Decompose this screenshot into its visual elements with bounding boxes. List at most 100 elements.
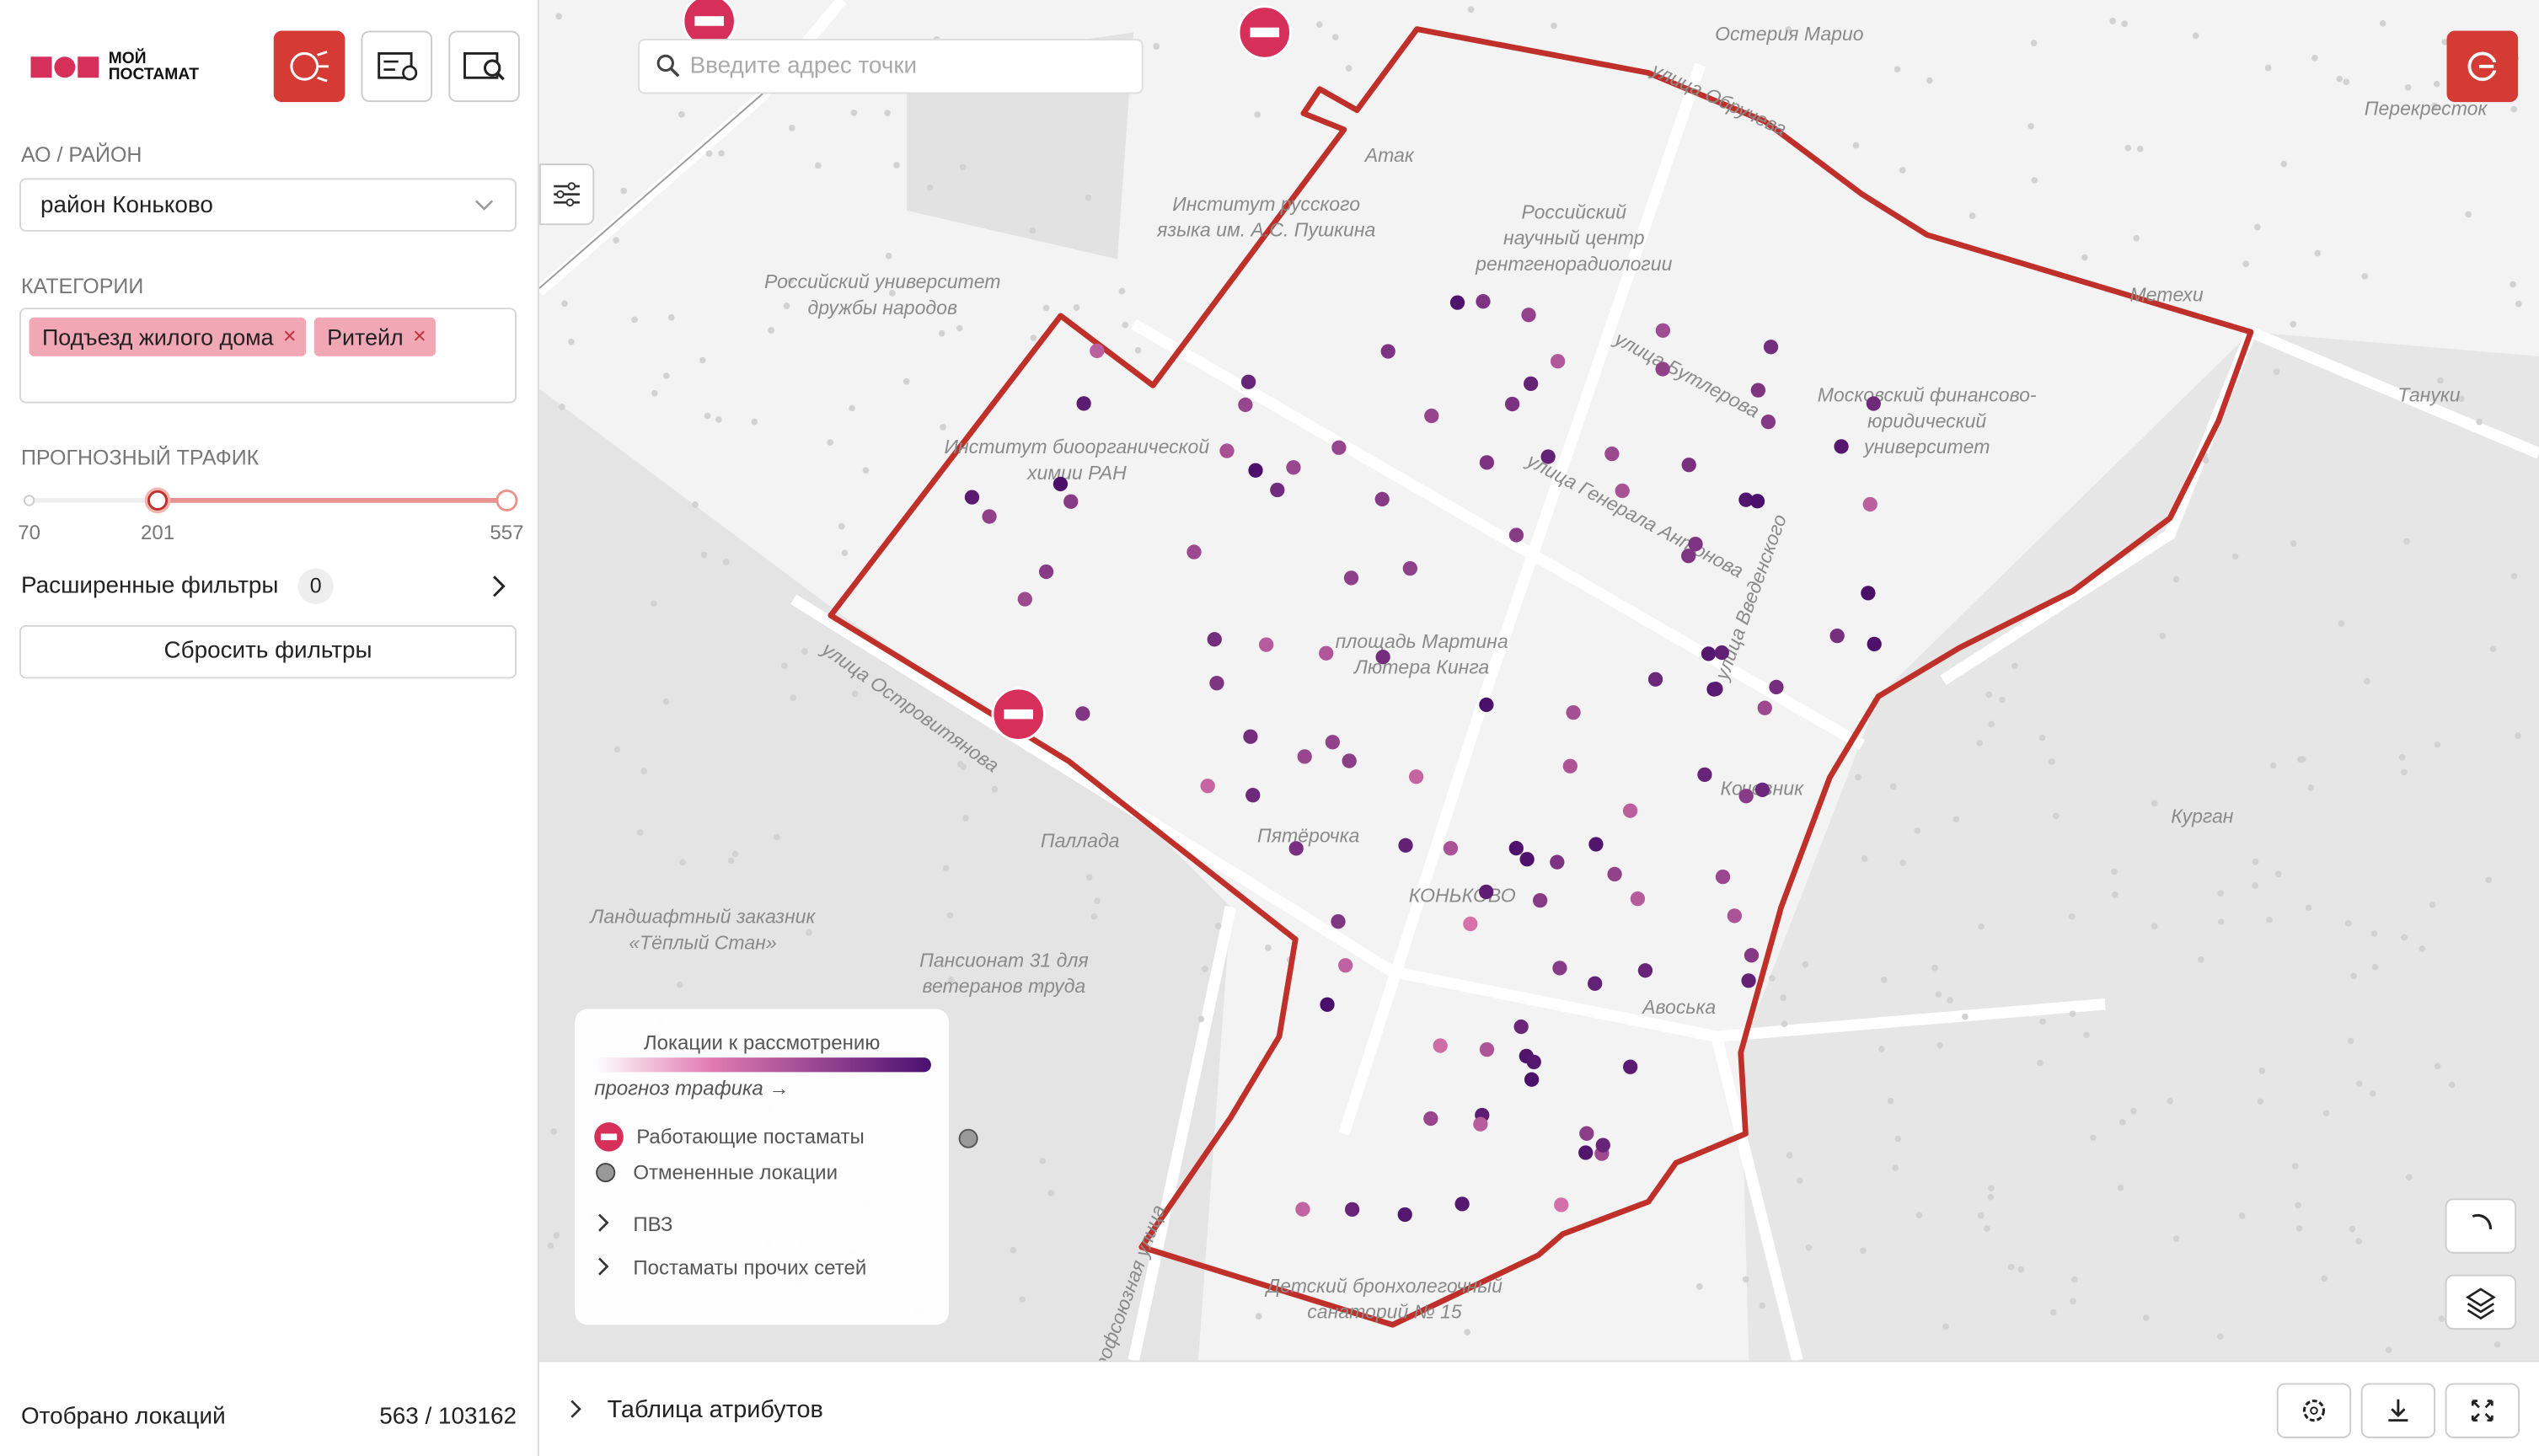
location[interactable]	[1090, 343, 1105, 359]
location[interactable]	[1504, 396, 1520, 412]
location[interactable]	[1540, 449, 1556, 464]
location[interactable]	[1479, 1041, 1495, 1057]
search-box[interactable]: Введите адрес точки	[638, 39, 1144, 94]
location[interactable]	[1207, 632, 1222, 647]
location[interactable]	[1701, 646, 1717, 661]
location[interactable]	[1741, 973, 1756, 988]
location[interactable]	[1554, 1197, 1569, 1212]
location[interactable]	[1647, 672, 1663, 687]
categories-select[interactable]: Подъезд жилого домаРитейл	[19, 308, 517, 404]
search-map-button[interactable]	[448, 30, 520, 103]
location[interactable]	[1331, 440, 1347, 455]
location[interactable]	[1331, 914, 1346, 929]
location[interactable]	[1380, 344, 1395, 359]
location[interactable]	[1829, 628, 1845, 644]
location[interactable]	[1519, 852, 1535, 867]
location[interactable]	[1319, 645, 1334, 661]
location[interactable]	[1443, 841, 1459, 856]
location[interactable]	[1240, 374, 1256, 389]
location[interactable]	[1245, 788, 1261, 803]
location[interactable]	[1524, 376, 1539, 392]
location[interactable]	[1433, 1038, 1448, 1053]
location[interactable]	[1655, 361, 1670, 377]
location[interactable]	[1526, 1054, 1541, 1069]
location[interactable]	[1744, 948, 1760, 963]
location[interactable]	[1476, 294, 1491, 309]
location[interactable]	[1449, 295, 1465, 310]
location[interactable]	[1866, 396, 1881, 411]
location[interactable]	[1053, 476, 1069, 492]
location[interactable]	[1637, 963, 1653, 978]
location[interactable]	[1688, 536, 1703, 552]
chevron[interactable]	[567, 1398, 587, 1421]
location[interactable]	[1344, 1202, 1360, 1218]
location[interactable]	[1604, 446, 1620, 462]
location[interactable]	[1834, 439, 1849, 454]
location[interactable]	[1398, 838, 1413, 853]
location[interactable]	[1454, 1196, 1470, 1212]
location[interactable]	[1513, 1019, 1529, 1035]
location[interactable]	[1397, 1207, 1412, 1223]
location[interactable]	[1750, 383, 1766, 398]
category-chip[interactable]: Подъезд жилого дома	[29, 317, 307, 356]
location[interactable]	[1524, 1072, 1540, 1087]
location[interactable]	[1209, 676, 1224, 691]
location[interactable]	[1286, 460, 1301, 475]
location[interactable]	[1402, 560, 1417, 576]
location[interactable]	[1615, 483, 1630, 499]
location[interactable]	[1408, 769, 1424, 784]
location[interactable]	[1295, 1202, 1310, 1217]
reset-button[interactable]: Сбросить фильтры	[19, 624, 517, 679]
location[interactable]	[1715, 869, 1731, 885]
download-button[interactable]	[2360, 1383, 2436, 1438]
location[interactable]	[1607, 866, 1622, 882]
location[interactable]	[1623, 1059, 1638, 1074]
location[interactable]	[1763, 340, 1779, 355]
location[interactable]	[1508, 841, 1524, 856]
location[interactable]	[964, 490, 980, 505]
location[interactable]	[1200, 779, 1215, 794]
location[interactable]	[1754, 782, 1770, 798]
location[interactable]	[1270, 482, 1285, 498]
location[interactable]	[1867, 636, 1882, 652]
attribute-table-title[interactable]: Таблица атрибутов	[607, 1395, 823, 1424]
location[interactable]	[1861, 586, 1876, 601]
location[interactable]	[1479, 697, 1494, 713]
legend-item[interactable]: ПВЗ	[633, 1212, 673, 1236]
traffic-slider[interactable]: 70 201 557	[0, 479, 538, 560]
location[interactable]	[1479, 455, 1495, 470]
location[interactable]	[1708, 681, 1723, 697]
location[interactable]	[1550, 854, 1565, 870]
logout-button[interactable]	[2446, 30, 2519, 103]
location[interactable]	[1697, 767, 1712, 782]
slider-handle[interactable]	[495, 489, 518, 511]
location[interactable]	[1738, 492, 1754, 507]
location[interactable]	[1552, 961, 1567, 976]
cancelled-location[interactable]	[958, 1128, 978, 1148]
checklist-button[interactable]	[361, 30, 433, 103]
analytics-button[interactable]	[273, 30, 345, 103]
location[interactable]	[1017, 592, 1032, 607]
location[interactable]	[1532, 892, 1548, 908]
location[interactable]	[1862, 496, 1877, 512]
location[interactable]	[1343, 570, 1359, 586]
location[interactable]	[1320, 997, 1335, 1012]
location[interactable]	[1578, 1145, 1594, 1160]
location[interactable]	[1681, 549, 1696, 564]
legend-item[interactable]: Постаматы прочих сетей	[633, 1256, 867, 1280]
location[interactable]	[1038, 564, 1054, 580]
location[interactable]	[1374, 491, 1390, 507]
location[interactable]	[1727, 908, 1742, 923]
location[interactable]	[1622, 803, 1638, 818]
location[interactable]	[1757, 700, 1772, 715]
location[interactable]	[1075, 706, 1090, 721]
category-chip[interactable]: Ритейл	[313, 317, 437, 356]
district-select[interactable]: район Коньково	[19, 178, 517, 232]
location[interactable]	[1288, 841, 1304, 856]
expand-button[interactable]	[2445, 1383, 2520, 1438]
location[interactable]	[1588, 976, 1603, 991]
location[interactable]	[1681, 458, 1696, 473]
location[interactable]	[1076, 396, 1091, 411]
location[interactable]	[1655, 323, 1671, 338]
location[interactable]	[1342, 753, 1357, 768]
